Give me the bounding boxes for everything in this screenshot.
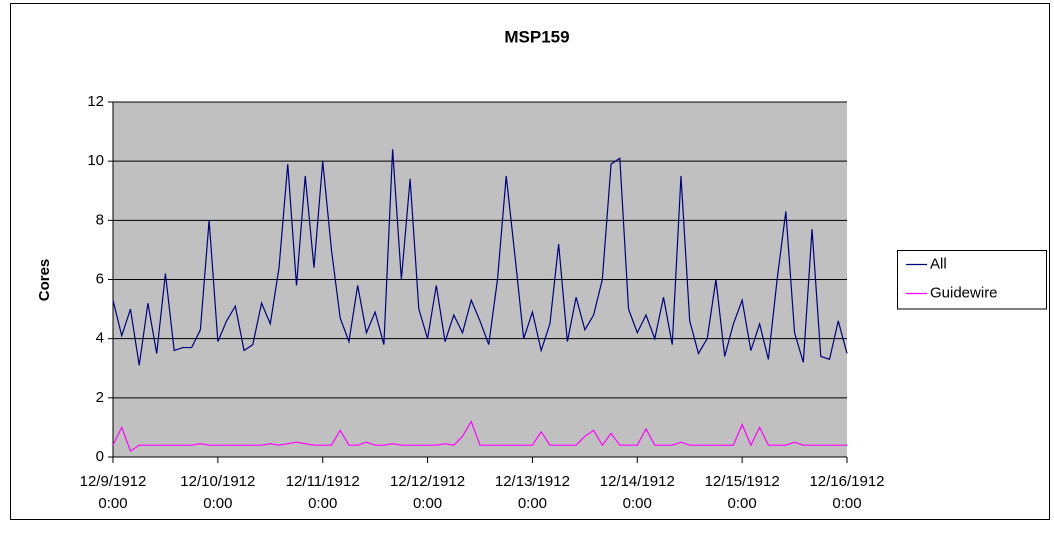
y-tick-label: 4 (96, 330, 104, 347)
x-tick-label: 12/14/1912 0:00 (599, 473, 675, 512)
x-tick-label: 12/16/1912 0:00 (809, 473, 885, 512)
series-line (112, 420, 847, 453)
x-tick-label: 12/9/1912 0:00 (79, 473, 147, 512)
legend-label: Guidewire (930, 284, 998, 301)
y-tick-label: 12 (87, 93, 104, 110)
chart-title: MSP159 (504, 27, 569, 46)
y-tick-label: 6 (96, 270, 104, 287)
y-tick-label: 10 (87, 152, 104, 169)
x-tick-label: 12/12/1912 0:00 (390, 473, 466, 512)
x-tick-label: 12/15/1912 0:00 (704, 473, 780, 512)
x-tick-label: 12/11/1912 0:00 (285, 473, 360, 512)
x-tick-label: 12/13/1912 0:00 (494, 473, 570, 512)
y-tick-label: 2 (96, 389, 104, 406)
series-line (112, 149, 848, 366)
y-tick-label: 0 (96, 448, 104, 465)
legend-box (897, 250, 1047, 310)
y-axis-label: Cores (36, 259, 53, 302)
legend-label: All (930, 255, 947, 272)
x-tick-label: 12/10/1912 0:00 (180, 473, 256, 512)
y-tick-label: 8 (96, 211, 104, 228)
